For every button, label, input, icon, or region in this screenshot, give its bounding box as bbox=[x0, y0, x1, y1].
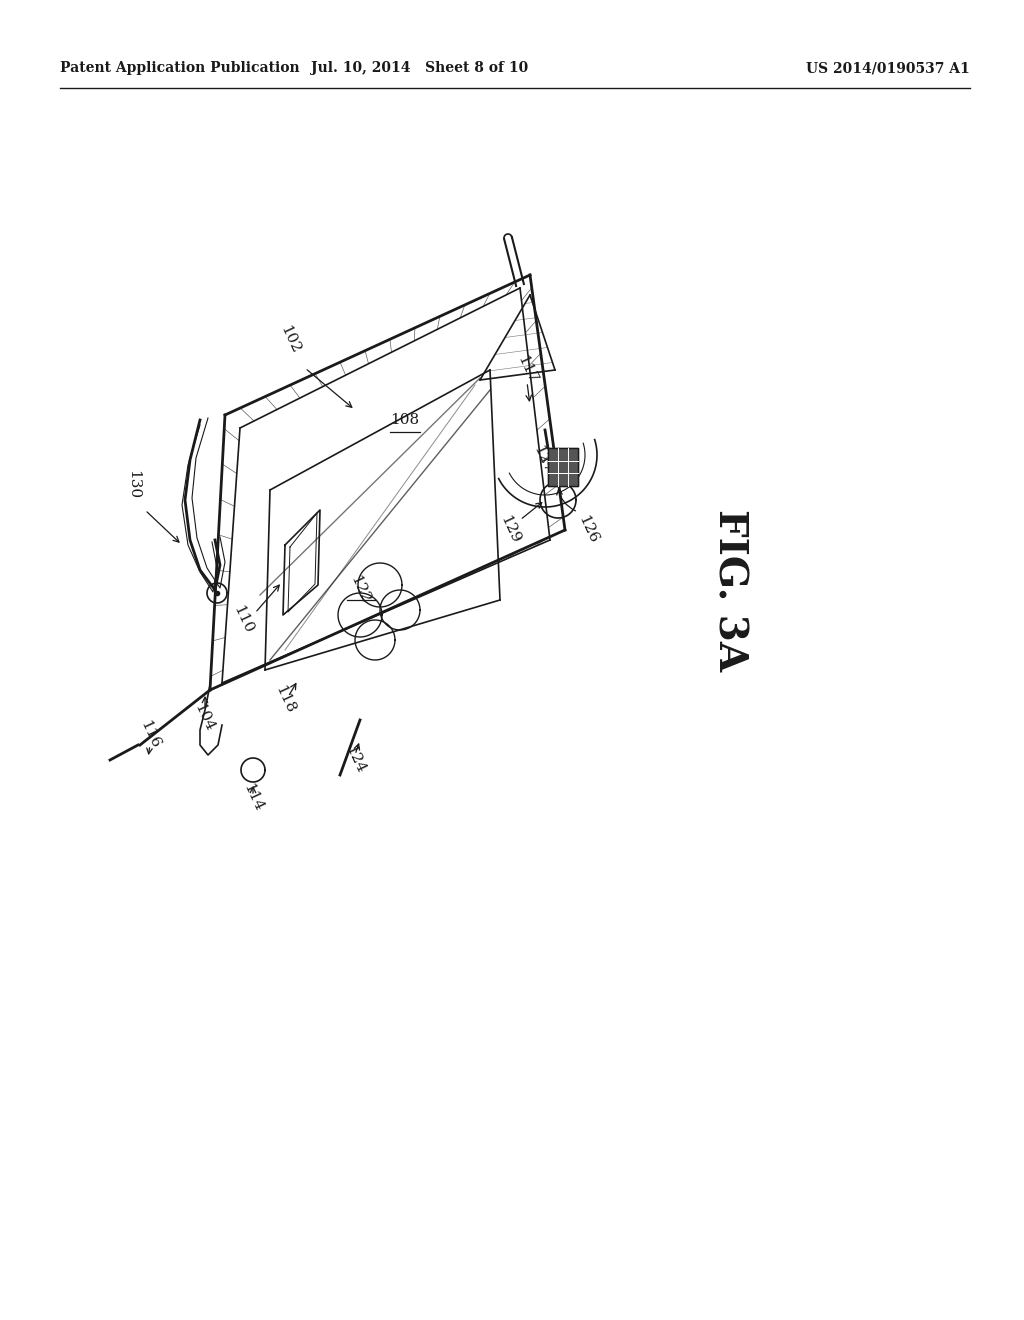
Text: 104: 104 bbox=[191, 702, 216, 734]
Text: 118: 118 bbox=[272, 684, 298, 717]
Text: US 2014/0190537 A1: US 2014/0190537 A1 bbox=[806, 61, 970, 75]
Text: 108: 108 bbox=[390, 413, 420, 426]
Text: 124: 124 bbox=[342, 743, 368, 776]
Text: 117: 117 bbox=[514, 354, 540, 387]
Text: 110: 110 bbox=[230, 603, 256, 636]
Text: 102: 102 bbox=[278, 323, 302, 356]
Text: 127: 127 bbox=[530, 444, 555, 477]
Text: Jul. 10, 2014   Sheet 8 of 10: Jul. 10, 2014 Sheet 8 of 10 bbox=[311, 61, 528, 75]
Polygon shape bbox=[548, 447, 578, 486]
Text: 130: 130 bbox=[126, 470, 140, 499]
Text: 116: 116 bbox=[137, 719, 163, 751]
Text: 126: 126 bbox=[575, 513, 600, 546]
Text: FIG. 3A: FIG. 3A bbox=[711, 510, 749, 671]
Text: 122: 122 bbox=[347, 574, 373, 606]
Text: 114: 114 bbox=[241, 781, 265, 814]
Text: Patent Application Publication: Patent Application Publication bbox=[60, 61, 300, 75]
Text: 129: 129 bbox=[498, 513, 522, 546]
